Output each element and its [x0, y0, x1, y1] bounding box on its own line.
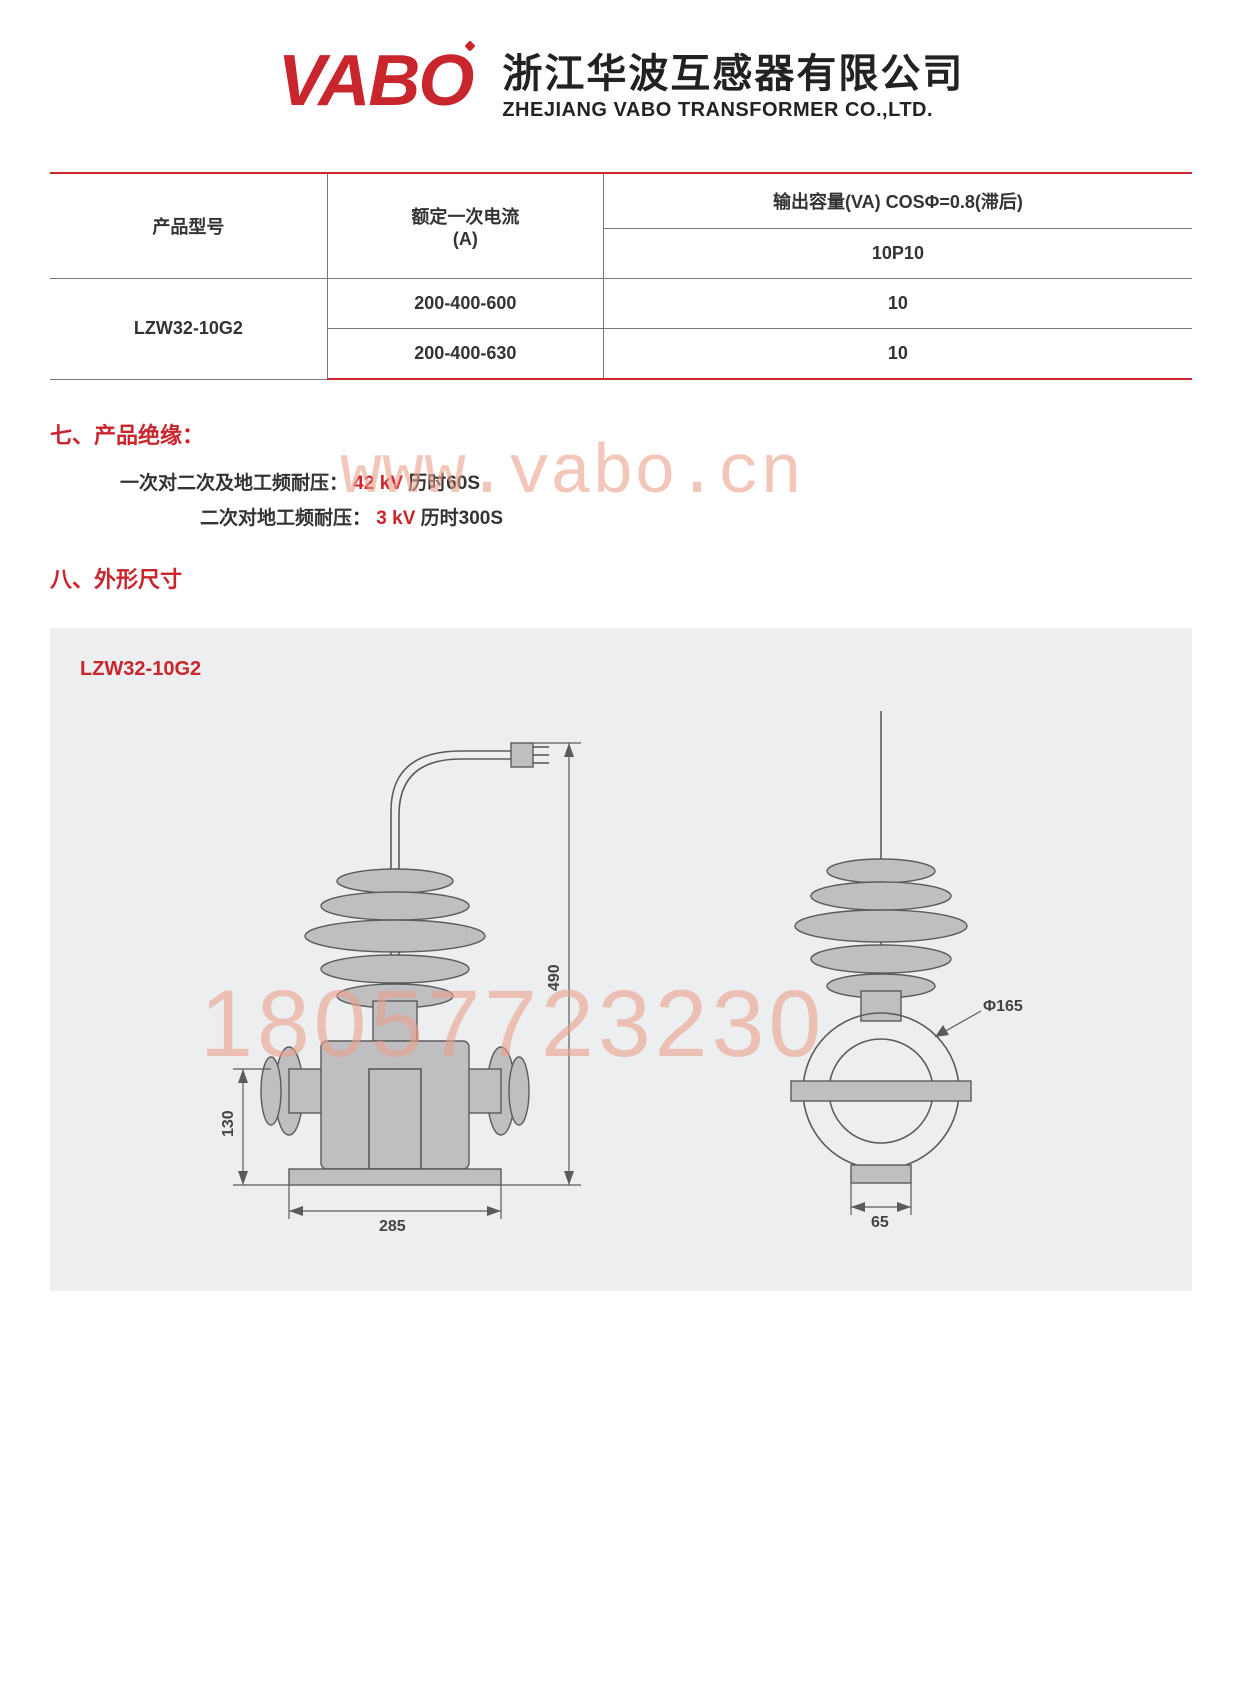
ins2-kv: 3 kV [376, 508, 415, 529]
ins1-kv: 42 kV [353, 473, 403, 494]
diagram-model-label: LZW32-10G2 [80, 658, 1162, 681]
section8-title: 八、外形尺寸 [0, 534, 1242, 608]
td-r1-out: 10 [603, 279, 1192, 329]
company-block: 浙江华波互感器有限公司 ZHEJIANG VABO TRANSFORMER CO… [502, 41, 964, 122]
header: VABO 浙江华波互感器有限公司 ZHEJIANG VABO TRANSFORM… [0, 0, 1242, 142]
ins2-tail: 历时300S [421, 508, 503, 529]
insulation-line-1: 一次对二次及地工频耐压： 42 kV 历时60S [0, 464, 1242, 499]
company-name-cn: 浙江华波互感器有限公司 [502, 41, 964, 99]
td-r2-out: 10 [603, 329, 1192, 380]
dim-base-height: 130 [220, 1110, 237, 1137]
td-model: LZW32-10G2 [50, 279, 327, 380]
th-output: 输出容量(VA) COSΦ=0.8(滞后) [603, 173, 1192, 229]
th-output-sub: 10P10 [603, 229, 1192, 279]
spec-table: 产品型号 额定一次电流 (A) 输出容量(VA) COSΦ=0.8(滞后) 10… [50, 172, 1192, 380]
side-view-svg: Φ165 65 [731, 691, 1071, 1251]
section7-title: 七、产品绝缘： [0, 390, 1242, 464]
logo: VABO [278, 40, 473, 122]
td-r1-current: 200-400-600 [327, 279, 603, 329]
th-model: 产品型号 [50, 173, 327, 279]
spec-table-wrap: 产品型号 额定一次电流 (A) 输出容量(VA) COSΦ=0.8(滞后) 10… [0, 142, 1242, 390]
td-r2-current: 200-400-630 [327, 329, 603, 380]
th-current: 额定一次电流 (A) [327, 173, 603, 279]
insulation-line-2: 二次对地工频耐压： 3 kV 历时300S [0, 499, 1242, 534]
diagram-panel: LZW32-10G2 [50, 628, 1192, 1291]
ins2-label: 二次对地工频耐压： [200, 508, 371, 529]
th-current-l1: 额定一次电流 [411, 207, 519, 227]
ins1-tail: 历时60S [408, 473, 480, 494]
dim-base-width: 285 [379, 1218, 406, 1235]
front-view-svg: 490 285 130 [171, 691, 611, 1251]
dim-side-width: 65 [871, 1214, 889, 1231]
dim-height: 490 [546, 964, 563, 991]
th-current-l2: (A) [453, 229, 478, 249]
dim-ring-dia: Φ165 [983, 998, 1023, 1015]
front-insulator [305, 869, 485, 1041]
company-name-en: ZHEJIANG VABO TRANSFORMER CO.,LTD. [502, 99, 964, 122]
diagram-row: 490 285 130 [80, 691, 1162, 1251]
ins1-label: 一次对二次及地工频耐压： [120, 473, 348, 494]
